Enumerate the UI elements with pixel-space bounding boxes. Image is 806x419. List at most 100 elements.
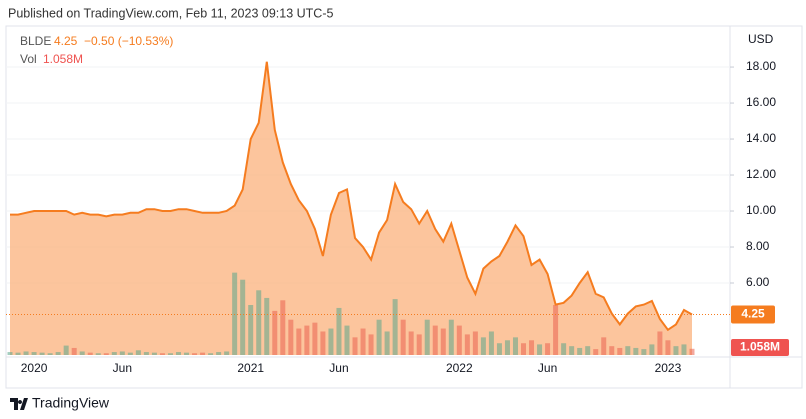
volume-bar bbox=[47, 353, 53, 355]
volume-bar bbox=[111, 352, 117, 355]
last-price-tag-label: 4.25 bbox=[741, 307, 765, 321]
volume-bar bbox=[320, 331, 326, 355]
volume-bar bbox=[79, 351, 85, 355]
volume-bar bbox=[617, 347, 623, 355]
volume-bar bbox=[127, 352, 133, 355]
volume-bar bbox=[545, 343, 551, 355]
volume-bar bbox=[368, 334, 374, 355]
last-volume-tag-label: 1.058M bbox=[740, 340, 780, 354]
brand-name: TradingView bbox=[32, 395, 110, 411]
volume-label: Vol bbox=[20, 52, 37, 66]
volume-bar bbox=[689, 348, 695, 355]
frame bbox=[5, 25, 803, 389]
y-tick-label: 14.00 bbox=[746, 131, 776, 145]
volume-bar bbox=[392, 299, 398, 355]
volume-bar bbox=[232, 272, 238, 355]
volume-bar bbox=[328, 328, 334, 355]
volume-bar bbox=[272, 310, 278, 355]
volume-bar bbox=[633, 347, 639, 355]
volume-bar bbox=[63, 345, 69, 355]
volume-bar bbox=[521, 343, 527, 355]
symbol: BLDE bbox=[20, 34, 51, 48]
volume-bar bbox=[192, 353, 198, 355]
volume-bar bbox=[400, 319, 406, 355]
volume-bar bbox=[649, 344, 655, 355]
volume-bar bbox=[384, 331, 390, 355]
volume-bar bbox=[200, 352, 206, 355]
volume-bar bbox=[175, 352, 181, 355]
volume-bar bbox=[609, 346, 615, 355]
volume-bar bbox=[681, 344, 687, 355]
volume-bar bbox=[448, 319, 454, 355]
volume-bar bbox=[31, 352, 37, 355]
volume-bar bbox=[488, 331, 494, 355]
volume-bar bbox=[184, 352, 190, 355]
volume-bar bbox=[593, 349, 599, 355]
y-tick-label: 12.00 bbox=[746, 167, 776, 181]
x-tick-label: 2020 bbox=[21, 361, 48, 375]
volume-bar bbox=[504, 340, 510, 355]
volume-bar bbox=[119, 351, 125, 355]
volume-bar bbox=[336, 307, 342, 355]
volume-bar bbox=[240, 279, 246, 355]
volume-bar bbox=[264, 297, 270, 355]
volume-bar bbox=[464, 334, 470, 355]
volume-bar bbox=[553, 305, 559, 355]
volume-bar bbox=[496, 343, 502, 355]
volume-bar bbox=[344, 325, 350, 355]
last-price: 4.25 bbox=[54, 34, 78, 48]
volume-bar bbox=[376, 319, 382, 355]
axis-unit: USD bbox=[748, 32, 774, 46]
volume-bar bbox=[248, 305, 254, 355]
x-tick-label: 2023 bbox=[655, 361, 682, 375]
volume-bar bbox=[569, 346, 575, 355]
volume-bar bbox=[416, 334, 422, 355]
volume-bar bbox=[577, 347, 583, 355]
brand-logo bbox=[10, 398, 28, 410]
volume-bar bbox=[585, 346, 591, 355]
volume-bar bbox=[601, 337, 607, 355]
volume-bar bbox=[296, 328, 302, 355]
volume-bar bbox=[456, 325, 462, 355]
x-tick-label: Jun bbox=[113, 361, 132, 375]
x-tick-label: 2022 bbox=[446, 361, 473, 375]
volume-bar bbox=[87, 352, 93, 355]
volume-bar bbox=[352, 337, 358, 355]
volume-bar bbox=[424, 319, 430, 355]
volume-bar bbox=[480, 337, 486, 355]
volume-bar bbox=[673, 346, 679, 355]
x-tick-label: Jun bbox=[538, 361, 557, 375]
price-line bbox=[10, 61, 693, 332]
x-tick-label: Jun bbox=[329, 361, 348, 375]
volume-bar bbox=[304, 325, 310, 355]
volume-bar bbox=[159, 353, 165, 355]
volume-bar bbox=[7, 352, 13, 355]
volume-bar bbox=[15, 352, 21, 355]
volume-bar bbox=[103, 353, 109, 355]
volume-bar bbox=[512, 337, 518, 355]
volume-bar bbox=[135, 350, 141, 355]
volume-bar bbox=[151, 352, 157, 355]
volume-bar bbox=[256, 290, 262, 355]
price-area bbox=[10, 61, 692, 355]
last-price-tag bbox=[731, 305, 775, 324]
volume-bar bbox=[432, 325, 438, 355]
volume-bar bbox=[641, 349, 647, 355]
volume-bar bbox=[167, 353, 173, 355]
volume-bar bbox=[23, 351, 29, 355]
volume-bar bbox=[408, 331, 414, 355]
volume-bar bbox=[39, 352, 45, 355]
volume-bar bbox=[208, 353, 214, 355]
volume-bar bbox=[312, 322, 318, 355]
y-tick-label: 16.00 bbox=[746, 95, 776, 109]
volume-bar bbox=[55, 352, 61, 355]
volume-bar bbox=[529, 340, 535, 355]
volume-bar bbox=[288, 319, 294, 355]
volume-bar bbox=[665, 340, 671, 355]
last-volume-tag bbox=[731, 339, 789, 356]
volume-bar bbox=[537, 344, 543, 355]
volume-bar bbox=[95, 353, 101, 355]
volume-bar bbox=[561, 343, 567, 355]
volume-bar bbox=[440, 328, 446, 355]
